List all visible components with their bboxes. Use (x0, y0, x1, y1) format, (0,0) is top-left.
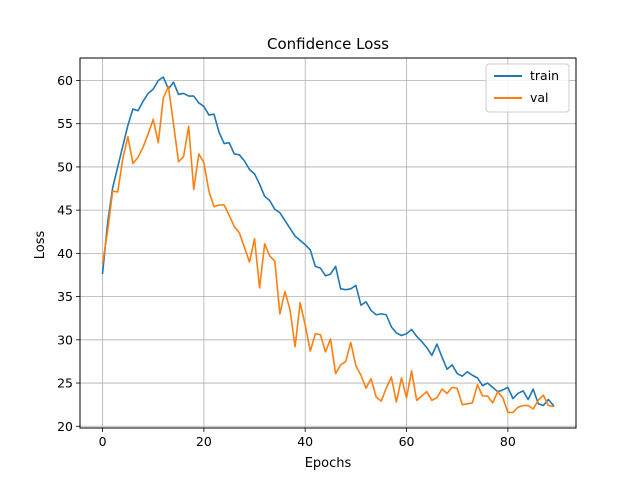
y-axis-title: Loss (33, 231, 48, 260)
grid (80, 58, 576, 428)
legend: train val (485, 63, 570, 113)
y-tick-label: 25 (57, 376, 73, 391)
y-tick-label: 55 (57, 116, 73, 131)
series-lines (101, 76, 555, 414)
x-tick-label: 0 (99, 434, 107, 449)
y-tick-label: 35 (57, 289, 73, 304)
x-tick-label: 20 (196, 434, 212, 449)
legend-label-train: train (530, 68, 559, 83)
x-tick-label: 40 (297, 434, 313, 449)
series-line-val (101, 85, 555, 414)
y-tick-label: 20 (57, 419, 73, 434)
axis-ticks: 0 20 40 60 80 20 25 30 35 40 45 50 55 60 (57, 73, 516, 449)
y-tick-label: 45 (57, 203, 73, 218)
y-tick-label: 30 (57, 332, 73, 347)
x-tick-label: 60 (399, 434, 415, 449)
x-tick-label: 80 (500, 434, 516, 449)
series-line-train (101, 76, 555, 407)
chart-title: Confidence Loss (267, 35, 389, 53)
y-tick-label: 40 (57, 246, 73, 261)
legend-label-val: val (530, 90, 549, 105)
y-tick-label: 60 (57, 73, 73, 88)
y-tick-label: 50 (57, 159, 73, 174)
plot-frame (79, 57, 577, 429)
x-axis-title: Epochs (305, 456, 352, 471)
